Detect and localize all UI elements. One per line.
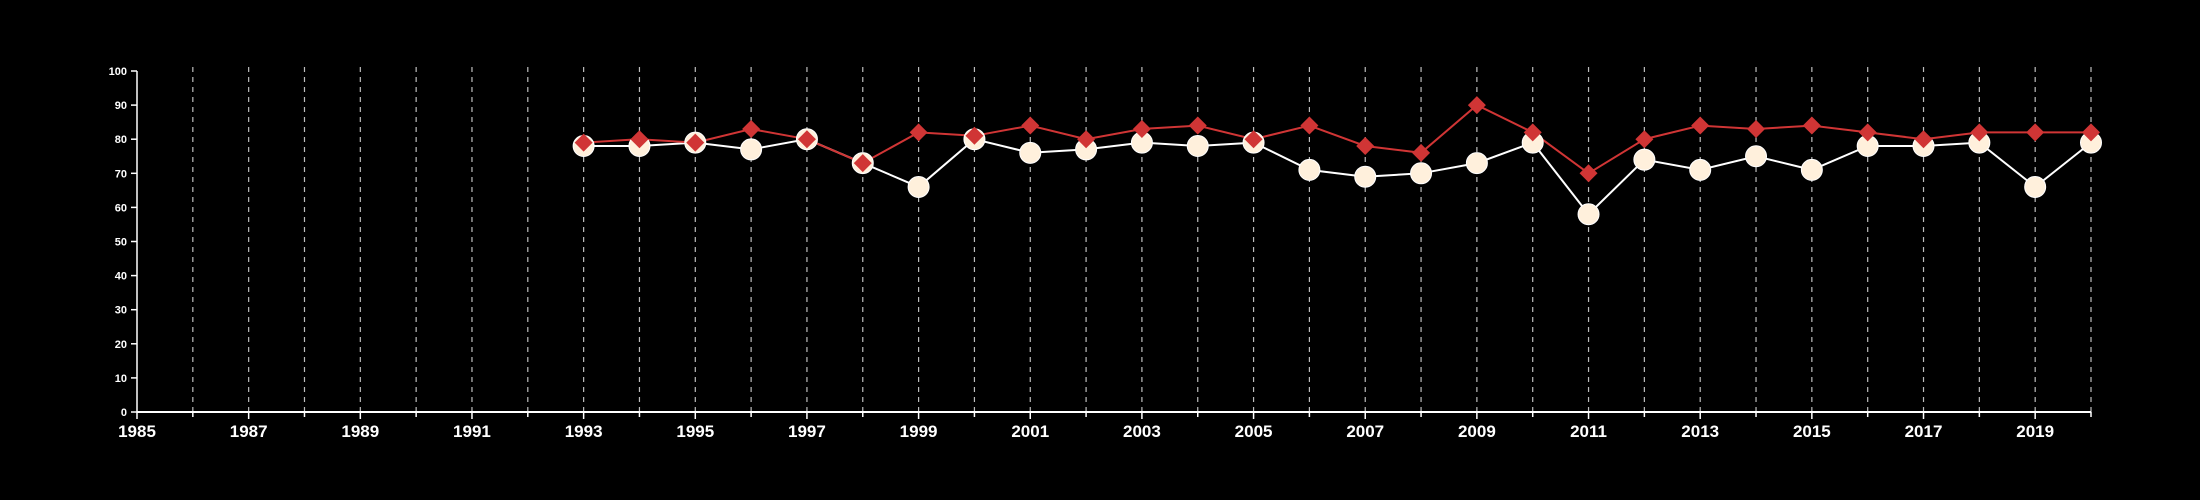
x-tick-label: 1997: [788, 422, 826, 441]
series-1-point: [740, 138, 763, 161]
y-tick-label: 50: [115, 237, 127, 249]
x-tick-label: 2019: [2016, 422, 2054, 441]
series-2-point: [853, 154, 872, 173]
series-1-point: [1745, 145, 1768, 168]
series-2-point: [1523, 123, 1542, 142]
series-1-point: [907, 175, 930, 198]
x-tick-label: 1987: [230, 422, 268, 441]
x-tick-label: 2003: [1123, 422, 1161, 441]
series-2-point: [1802, 116, 1821, 135]
series-2-point: [1747, 119, 1766, 138]
series-1-point: [1577, 203, 1600, 226]
y-tick-label: 90: [115, 100, 127, 112]
series-2-point: [965, 126, 984, 145]
series-2-line: [583, 103, 2091, 175]
series-2-point: [1356, 137, 1375, 156]
y-tick-label: 70: [115, 168, 127, 180]
x-tick-label: 2011: [1570, 422, 1607, 441]
x-tick-label: 1985: [118, 422, 156, 441]
y-tick-label: 30: [115, 305, 127, 317]
series-2-point: [797, 130, 816, 149]
series-2-point: [1244, 130, 1263, 149]
series-2-point: [1300, 116, 1319, 135]
series-2-point: [1467, 96, 1486, 115]
x-tick-label: 1989: [341, 422, 379, 441]
series-1-point: [1800, 158, 1823, 181]
x-tick-label: 1993: [565, 422, 603, 441]
series-2-point: [1021, 116, 1040, 135]
y-tick-label: 0: [121, 407, 127, 419]
series-2-point: [574, 133, 593, 152]
x-tick-label: 1995: [676, 422, 714, 441]
series-layer: [572, 96, 2102, 226]
x-tick-label: 2009: [1458, 422, 1496, 441]
series-1-point: [1633, 148, 1656, 171]
series-1-point: [1298, 158, 1321, 181]
x-tick-label: 1999: [900, 422, 938, 441]
series-2-point: [1858, 123, 1877, 142]
series-2-point: [630, 130, 649, 149]
series-1-point: [1186, 135, 1209, 158]
y-tick-label: 80: [115, 134, 127, 146]
vertical-gridlines: [192, 67, 2092, 412]
series-2-point: [1077, 130, 1096, 149]
series-1-point: [2024, 175, 2047, 198]
series-2-point: [686, 133, 705, 152]
series-2-point: [1691, 116, 1710, 135]
y-tick-label: 100: [109, 66, 127, 78]
x-tick-label: 2015: [1793, 422, 1831, 441]
series-2-point: [1914, 130, 1933, 149]
series-2-point: [909, 123, 928, 142]
x-tick-label: 1991: [453, 422, 491, 441]
series-2-point: [742, 119, 761, 138]
x-tick-label: 2005: [1235, 422, 1273, 441]
x-tick-label: 2013: [1681, 422, 1719, 441]
y-tick-label: 60: [115, 202, 127, 214]
series-2-point: [1579, 164, 1598, 183]
y-tick-label: 20: [115, 339, 127, 351]
axes: 0 10 20 30 40 50 60 70 80 90 100 1985 1987 1989 1991 19…: [109, 66, 2092, 441]
series-2-point: [1412, 143, 1431, 162]
series-1-point: [1019, 141, 1042, 164]
x-tick-label: 2001: [1011, 422, 1049, 441]
series-1-point: [1465, 152, 1488, 175]
series-1-point: [1354, 165, 1377, 188]
series-2-point: [2082, 123, 2100, 142]
x-tick-label: 2017: [1905, 422, 1943, 441]
series-2-point: [1970, 123, 1989, 142]
series-2-point: [1188, 116, 1207, 135]
series-2-point: [1635, 130, 1654, 149]
x-tick-label: 2007: [1346, 422, 1384, 441]
series-1-point: [1410, 162, 1433, 185]
series-2-point: [2026, 123, 2045, 142]
y-tick-label: 10: [115, 373, 127, 385]
series-1-point: [1689, 158, 1712, 181]
series-2-point: [1132, 119, 1151, 138]
y-tick-label: 40: [115, 271, 127, 283]
